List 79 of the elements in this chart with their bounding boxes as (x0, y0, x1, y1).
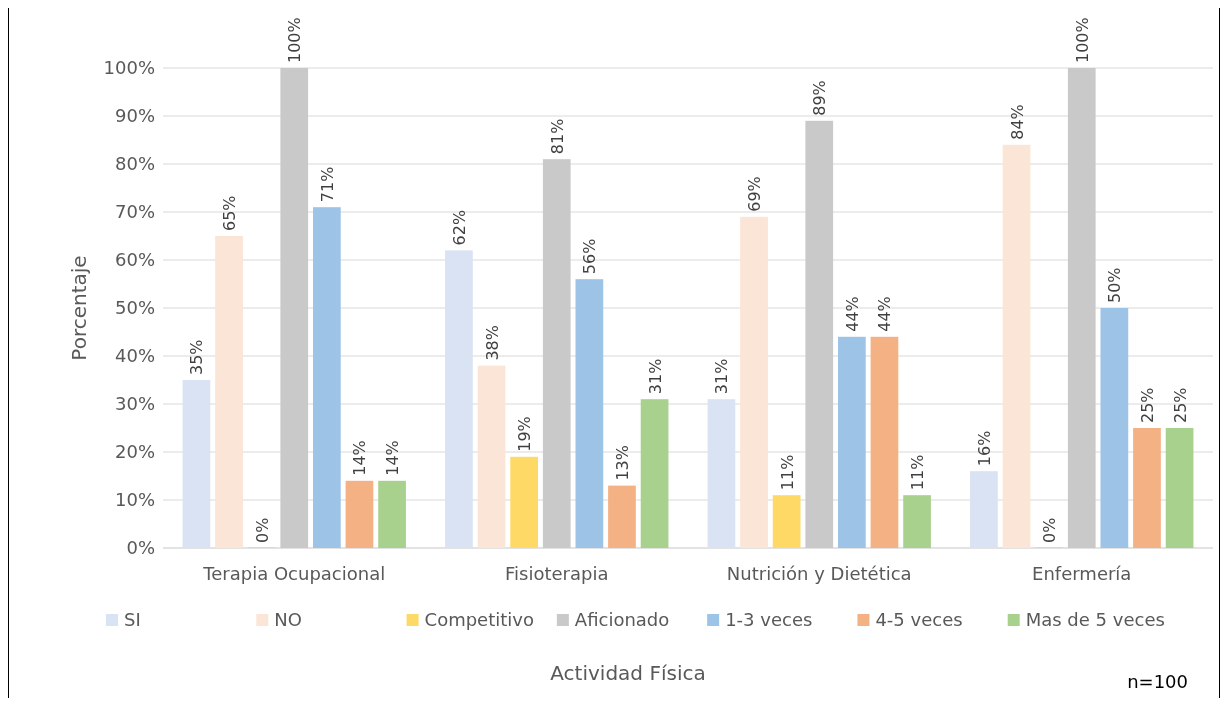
x-axis-title: Actividad Física (550, 661, 706, 685)
bar (707, 399, 736, 548)
data-label: 13% (612, 445, 632, 481)
y-tick-label: 50% (114, 297, 155, 319)
data-label: 25% (1137, 387, 1157, 423)
data-label: 50% (1105, 267, 1125, 303)
data-label: 19% (515, 416, 535, 452)
data-label: 16% (974, 430, 994, 467)
data-label: 44% (875, 296, 895, 332)
bar (280, 68, 309, 548)
data-label: 89% (810, 80, 830, 116)
data-label: 44% (842, 296, 862, 332)
bar (1100, 308, 1129, 548)
bar (345, 480, 374, 548)
legend-label: SI (124, 609, 141, 631)
text: n=100 (1127, 671, 1188, 692)
y-tick-label: 80% (114, 153, 155, 175)
data-label: 56% (580, 238, 600, 275)
y-axis-title: Porcentaje (67, 255, 91, 361)
data-label: 0% (252, 517, 272, 543)
y-tick-label: 0% (126, 537, 155, 559)
data-label: 11% (908, 454, 928, 491)
data-label: 14% (383, 440, 403, 476)
bar (970, 471, 998, 548)
y-tick-label: 10% (114, 489, 155, 511)
data-label: 11% (777, 454, 797, 491)
bar (510, 456, 538, 548)
data-label: 100% (285, 17, 305, 63)
legend-label: 4-5 veces (875, 609, 963, 631)
y-tick-label: 20% (114, 441, 155, 463)
bar (182, 380, 211, 548)
y-tick-label: 100% (103, 57, 155, 79)
data-label: 81% (547, 118, 567, 155)
y-tick-label: 60% (114, 249, 155, 271)
data-label: 25% (1170, 387, 1190, 423)
data-label: 31% (712, 358, 732, 395)
legend-label: Competitivo (424, 609, 534, 631)
data-label: 31% (645, 358, 665, 395)
legend-label: Mas de 5 veces (1025, 609, 1165, 631)
data-label: 84% (1007, 104, 1027, 140)
legend-label: NO (274, 609, 302, 631)
legend-label: 1-3 veces (725, 609, 813, 631)
y-tick-label: 40% (114, 345, 155, 367)
bar (1165, 428, 1194, 548)
data-label: 100% (1072, 17, 1092, 63)
bar (378, 480, 406, 548)
data-label: 69% (745, 176, 765, 212)
y-tick-label: 90% (114, 105, 155, 127)
bar (640, 399, 669, 548)
data-label: 35% (187, 339, 207, 375)
data-label: 14% (350, 440, 370, 476)
bar (870, 336, 899, 548)
bar (575, 279, 604, 548)
bar (903, 495, 931, 548)
bar (805, 120, 834, 548)
x-tick-label: Nutrición y Dietética (726, 563, 912, 584)
y-tick-label: 70% (114, 201, 155, 223)
bar (477, 365, 506, 548)
x-tick-label: Fisioterapia (505, 563, 609, 584)
bar (313, 207, 341, 548)
x-tick-label: Terapia Ocupacional (202, 563, 386, 584)
bar (838, 336, 866, 548)
bar (215, 236, 243, 548)
bar (740, 216, 768, 548)
data-label: 65% (220, 195, 240, 231)
data-label: 38% (482, 325, 502, 361)
data-label: 0% (1040, 517, 1060, 543)
bar (1002, 144, 1031, 548)
bar (445, 250, 473, 548)
bar (772, 495, 801, 548)
legend-label: Aficionado (574, 609, 670, 631)
bar (542, 159, 571, 548)
x-tick-label: Enfermería (1032, 563, 1132, 584)
data-label: 71% (317, 166, 337, 203)
bar (1067, 68, 1096, 548)
bar (1133, 428, 1161, 548)
data-label: 62% (449, 209, 469, 246)
bar (608, 485, 636, 548)
y-tick-label: 30% (114, 393, 155, 415)
